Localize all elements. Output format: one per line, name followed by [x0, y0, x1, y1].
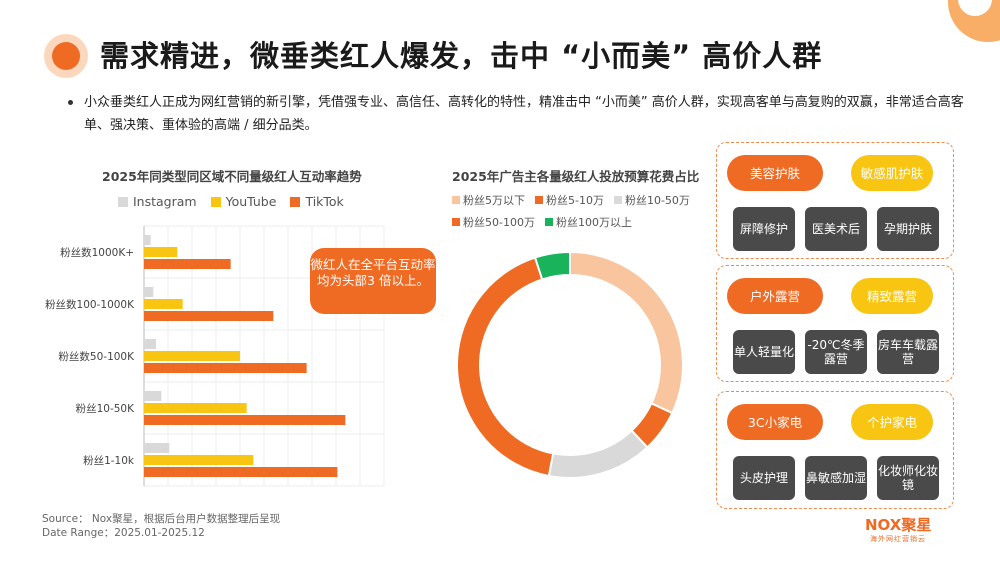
bar-youtube — [144, 455, 254, 465]
category-pill-sub: 精致露营 — [851, 278, 933, 314]
title-bullet-icon — [44, 34, 88, 78]
bar-tiktok — [144, 467, 338, 477]
donut-legend-item: 粉丝100万以上 — [544, 214, 632, 230]
category-pill-main: 3C小家电 — [727, 404, 823, 440]
donut-slice — [569, 250, 684, 415]
bar-youtube — [144, 247, 178, 257]
bar-chart-title: 2025年同类型同区域不同量级红人互动率趋势 — [102, 169, 362, 184]
donut-legend-label: 粉丝5万以下 — [463, 194, 525, 207]
legend-label-youtube: YouTube — [225, 194, 277, 209]
category-tag: 化妆师化妆镜 — [877, 456, 939, 500]
bar-tiktok — [144, 363, 307, 373]
bar-instagram — [144, 287, 154, 297]
donut-slice — [533, 250, 571, 281]
donut-legend-swatch — [452, 218, 460, 226]
bar-chart-legend: Instagram YouTube TikTok — [118, 194, 344, 209]
bar-youtube — [144, 299, 183, 309]
category-tag: 头皮护理 — [733, 456, 795, 500]
donut-legend-swatch — [544, 218, 553, 226]
legend-swatch-instagram — [118, 196, 128, 207]
donut-legend-label: 粉丝10-50万 — [624, 194, 690, 207]
donut-slice — [456, 256, 555, 478]
donut-legend-label: 粉丝50-100万 — [463, 216, 535, 229]
bullet-text: 小众垂类红人正成为网红营销的新引擎，凭借强专业、高信任、高转化的特性，精准击中 … — [84, 95, 964, 133]
donut-legend-swatch — [452, 196, 460, 204]
category-pill-sub: 个护家电 — [851, 404, 933, 440]
category-tag: 孕期护肤 — [877, 207, 939, 251]
page-title: 需求精进，微垂类红人爆发，击中 “小而美” 高价人群 — [100, 39, 823, 73]
donut-legend-label: 粉丝5-10万 — [546, 194, 604, 207]
y-tick-label: 粉丝数1000K+ — [60, 246, 134, 259]
donut-slice — [547, 429, 649, 479]
date-range-text: Date Range：2025.01-2025.12 — [42, 527, 205, 539]
source-note: Source： Nox聚星，根据后台用户数据整理后呈现 Date Range：2… — [42, 512, 280, 540]
donut-chart — [456, 250, 684, 479]
donut-legend-item: 粉丝10-50万 — [613, 192, 690, 208]
category-group-appliance: 3C小家电 个护家电 头皮护理 鼻敏感加湿 化妆师化妆镜 — [716, 391, 954, 509]
legend-label-instagram: Instagram — [133, 194, 197, 209]
bar-instagram — [144, 443, 170, 453]
source-text: Source： Nox聚星，根据后台用户数据整理后呈现 — [42, 513, 281, 525]
category-pill-sub: 敏感肌护肤 — [851, 155, 933, 191]
brand-logo: NOX聚星 — [865, 516, 932, 534]
donut-legend-item: 粉丝5万以下 — [452, 192, 525, 208]
category-pill-main: 户外露营 — [727, 278, 823, 314]
donut-legend-label: 粉丝100万以上 — [555, 216, 632, 229]
bar-tiktok — [144, 415, 346, 425]
category-group-beauty: 美容护肤 敏感肌护肤 屏障修护 医美术后 孕期护肤 — [716, 142, 954, 259]
bar-instagram — [144, 235, 151, 245]
corner-decoration-inner — [958, 0, 992, 16]
category-tag: 屏障修护 — [733, 207, 795, 251]
bar-youtube — [144, 403, 247, 413]
bar-youtube — [144, 351, 240, 361]
bar-tiktok — [144, 259, 231, 269]
category-tag: 医美术后 — [805, 207, 867, 251]
legend-item-youtube: YouTube — [210, 194, 277, 209]
y-tick-label: 粉丝数100-1000K — [45, 298, 135, 311]
y-tick-label: 粉丝10-50K — [76, 402, 136, 415]
y-tick-label: 粉丝1-10k — [83, 454, 135, 467]
donut-chart-legend: 粉丝5万以下 粉丝5-10万 粉丝10-50万粉丝50-100万 粉丝100万以上 — [452, 192, 712, 230]
category-tag: 房车车载露营 — [877, 330, 939, 374]
category-tag: 单人轻量化 — [733, 330, 795, 374]
legend-item-instagram: Instagram — [118, 194, 197, 209]
bar-instagram — [144, 339, 156, 349]
category-pill-main: 美容护肤 — [727, 155, 823, 191]
y-tick-label: 粉丝数50-100K — [58, 350, 135, 363]
category-tag: -20℃冬季露营 — [805, 330, 867, 374]
donut-legend-swatch — [613, 196, 622, 204]
brand-logo-subtitle: 海外网红营销云 — [870, 535, 926, 543]
donut-chart-title: 2025年广告主各量级红人投放预算花费占比 — [452, 169, 700, 184]
category-tag: 鼻敏感加湿 — [805, 456, 867, 500]
legend-item-tiktok: TikTok — [290, 194, 344, 209]
donut-legend-item: 粉丝50-100万 — [452, 214, 535, 230]
category-group-camping: 户外露营 精致露营 单人轻量化 -20℃冬季露营 房车车载露营 — [716, 265, 954, 382]
donut-legend-swatch — [535, 196, 543, 204]
callout-box: 微红人在全平台互动率均为头部3 倍以上。 — [310, 248, 436, 314]
bar-instagram — [144, 391, 162, 401]
bar-tiktok — [144, 311, 274, 321]
donut-legend-item: 粉丝5-10万 — [535, 192, 604, 208]
legend-swatch-tiktok — [290, 196, 301, 207]
list-bullet-icon — [68, 100, 73, 105]
legend-swatch-youtube — [210, 196, 221, 207]
legend-label-tiktok: TikTok — [305, 194, 344, 209]
